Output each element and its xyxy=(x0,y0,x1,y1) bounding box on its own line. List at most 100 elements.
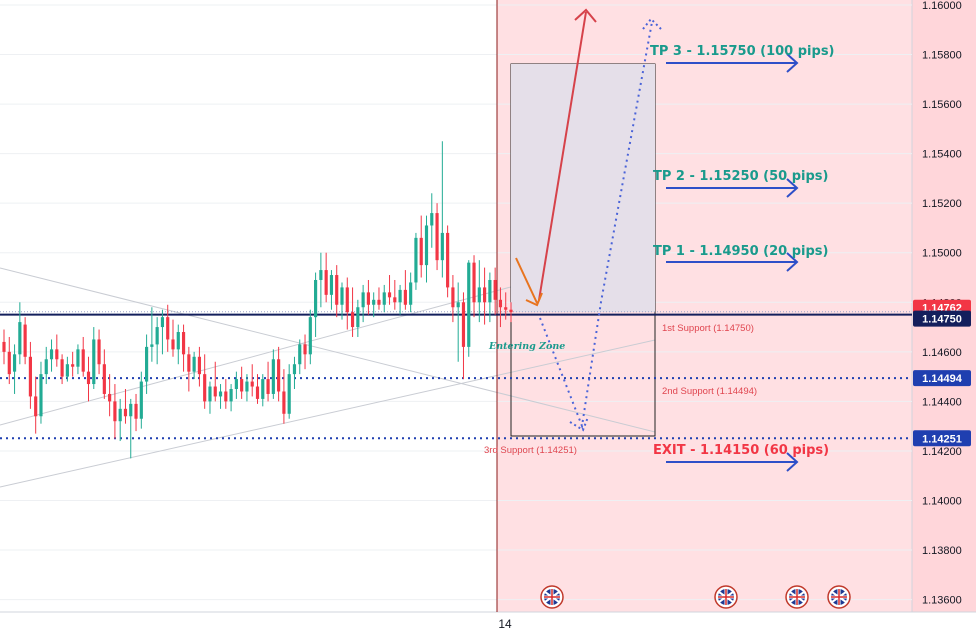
candle-body xyxy=(213,386,217,397)
candle-body xyxy=(145,346,149,382)
price-tick-label: 1.15400 xyxy=(922,149,962,161)
candle-body xyxy=(467,262,471,347)
tp1-label: TP 1 - 1.14950 (20 pips) xyxy=(653,244,828,259)
candle-body xyxy=(409,282,413,305)
tp2-arrow-icon xyxy=(666,178,799,198)
support2-label: 2nd Support (1.14494) xyxy=(662,386,757,397)
event-markers[interactable] xyxy=(540,585,851,609)
candle-body xyxy=(446,232,450,288)
candle-body xyxy=(366,292,370,305)
price-tick-label: 1.14200 xyxy=(922,446,962,458)
candle-body xyxy=(18,322,22,355)
tp2-label: TP 2 - 1.15250 (50 pips) xyxy=(653,169,828,184)
price-axis-ticks: 1.16000 1.15800 1.15600 1.15400 1.15200 1.150… xyxy=(922,0,962,607)
candle-body xyxy=(23,324,27,357)
candle-body xyxy=(382,292,386,305)
candle-body xyxy=(150,344,154,347)
candle-body xyxy=(335,275,339,305)
price-badge-label: 1.14494 xyxy=(922,373,963,385)
candle-body xyxy=(261,379,265,399)
candle-body xyxy=(34,396,38,417)
candle-body xyxy=(44,359,48,375)
exit-label: EXIT - 1.14150 (60 pips) xyxy=(653,443,829,458)
candle-body xyxy=(398,289,402,303)
candle-body xyxy=(271,359,275,394)
candle-body xyxy=(287,374,291,414)
price-tick-label: 1.14000 xyxy=(922,496,962,508)
candle-body xyxy=(435,213,439,261)
trend-line-ascending-lower xyxy=(0,339,656,488)
candle-body xyxy=(324,270,328,295)
candle-body xyxy=(86,371,91,385)
forecast-arrows xyxy=(515,8,799,472)
support1-label: 1st Support (1.14750) xyxy=(662,323,754,334)
candle-body xyxy=(123,408,128,417)
candle-body xyxy=(266,379,270,394)
candle-body xyxy=(456,302,460,308)
tp1-arrow-icon xyxy=(666,252,799,272)
candle-body xyxy=(181,332,186,355)
candle-body xyxy=(49,349,54,360)
candle-body xyxy=(350,312,355,328)
candle-body xyxy=(345,287,349,313)
price-badge xyxy=(913,430,971,447)
candle-body xyxy=(65,364,69,377)
price-badge xyxy=(913,370,971,387)
candle-body xyxy=(229,389,233,402)
candle-body xyxy=(187,354,191,372)
candle-body xyxy=(509,309,513,313)
candle-body xyxy=(76,349,80,367)
gb-flag-icon[interactable] xyxy=(785,585,809,609)
candle-body xyxy=(108,393,112,402)
candle-body xyxy=(477,287,481,303)
candle-body xyxy=(250,381,254,387)
candle-body xyxy=(218,391,223,397)
candle-body xyxy=(12,354,17,372)
candle-body xyxy=(419,237,423,266)
candle-body xyxy=(7,351,11,375)
candle-body xyxy=(329,275,334,295)
price-tick-label: 1.13600 xyxy=(922,595,962,607)
time-axis[interactable] xyxy=(0,612,976,634)
candle-body xyxy=(55,349,59,360)
price-badge-label: 1.14750 xyxy=(922,314,962,326)
candle-body xyxy=(224,391,228,402)
gb-flag-icon[interactable] xyxy=(540,585,564,609)
candle-body xyxy=(424,225,429,266)
candle-body xyxy=(387,292,392,298)
candle-body xyxy=(440,232,444,261)
candle-body xyxy=(319,270,323,280)
candle-body xyxy=(113,401,117,422)
candle-body xyxy=(277,359,281,392)
candle-body xyxy=(414,237,418,283)
candle-body xyxy=(203,374,207,402)
candle-body xyxy=(166,317,170,340)
candle-body xyxy=(28,356,32,397)
candle-body xyxy=(461,302,466,347)
entering-zone-label: Entering Zone xyxy=(488,341,565,352)
candle-body xyxy=(176,332,180,350)
entry-arrow-orange-head xyxy=(525,292,543,307)
candle-body xyxy=(208,386,212,402)
candle-body xyxy=(192,356,196,372)
candle-body xyxy=(60,359,64,377)
candle-body xyxy=(308,317,312,355)
gb-flag-icon[interactable] xyxy=(827,585,851,609)
price-tick-label: 1.15600 xyxy=(922,99,962,111)
candle-body xyxy=(234,379,238,390)
support3-label: 3rd Support (1.14251) xyxy=(484,445,577,456)
price-tick-label: 1.15000 xyxy=(922,248,962,260)
price-badge xyxy=(913,310,971,327)
candle-body xyxy=(483,287,487,303)
candle-body xyxy=(134,403,138,419)
candle-body xyxy=(403,289,407,305)
candle-body xyxy=(240,379,244,392)
candle-body xyxy=(340,287,344,305)
gb-flag-icon[interactable] xyxy=(714,585,738,609)
candle-body xyxy=(71,364,75,367)
candle-body xyxy=(292,364,297,375)
tp3-label: TP 3 - 1.15750 (100 pips) xyxy=(650,44,835,59)
candle-body xyxy=(303,344,307,355)
